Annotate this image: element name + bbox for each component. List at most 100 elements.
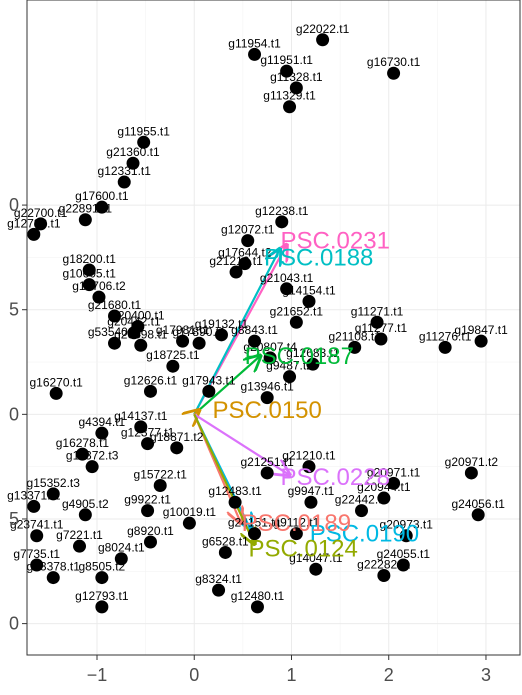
point-label-60: g20971.t1 bbox=[367, 465, 421, 479]
x-tick-label-4: 3 bbox=[481, 665, 491, 685]
data-point-28 bbox=[280, 282, 294, 296]
panel-border bbox=[26, 0, 521, 656]
x-tick-label-3: 2 bbox=[384, 665, 394, 685]
point-label-37: g11277.t1 bbox=[355, 321, 408, 335]
data-point-10 bbox=[34, 217, 48, 231]
point-label-11: g17600.t1 bbox=[75, 189, 129, 203]
loading-label-0: PSC.0231 bbox=[281, 228, 390, 255]
point-label-50: g11372.t3 bbox=[66, 449, 119, 463]
point-label-41: g12683.t1 bbox=[286, 346, 340, 360]
data-point-38 bbox=[348, 340, 362, 354]
point-label-49: g16278.t1 bbox=[56, 436, 110, 450]
point-label-30: g21652.t1 bbox=[270, 304, 324, 318]
point-label-14: g12072.t1 bbox=[221, 223, 275, 237]
point-label-18: g21680.t1 bbox=[88, 298, 142, 312]
point-label-68: g20973.t1 bbox=[380, 518, 434, 532]
point-label-70: g7221.t1 bbox=[56, 528, 103, 542]
point-label-72: g6528.t1 bbox=[202, 534, 249, 548]
loading-label-2: PSC.0187 bbox=[245, 343, 354, 370]
point-label-0: g16730.t1 bbox=[367, 55, 421, 69]
data-point-66 bbox=[248, 527, 262, 541]
data-point-31 bbox=[248, 334, 262, 348]
data-point-65 bbox=[182, 516, 196, 530]
point-label-52: g21251.t1 bbox=[240, 455, 294, 469]
data-point-62 bbox=[377, 491, 391, 505]
data-point-80 bbox=[212, 583, 226, 597]
data-point-37 bbox=[374, 332, 388, 346]
data-point-56 bbox=[78, 508, 92, 522]
point-label-78: g14047.t1 bbox=[289, 551, 343, 565]
point-label-38: g21108.t1 bbox=[328, 329, 381, 343]
data-point-9 bbox=[78, 213, 92, 227]
data-point-27 bbox=[229, 265, 243, 279]
loading-arrow-2 bbox=[193, 356, 260, 416]
data-point-23 bbox=[176, 334, 190, 348]
point-label-44: g16270.t1 bbox=[29, 375, 83, 389]
point-label-46: g4394.t1 bbox=[79, 415, 126, 429]
data-point-35 bbox=[202, 384, 216, 398]
data-point-30 bbox=[289, 315, 303, 329]
data-point-13 bbox=[275, 215, 289, 229]
point-label-22: g20598.t1 bbox=[114, 327, 168, 341]
point-label-81: g12793.t1 bbox=[75, 589, 129, 603]
point-label-48: g18871.t2 bbox=[150, 430, 204, 444]
data-point-49 bbox=[75, 447, 89, 461]
point-label-9: g22891.t1 bbox=[59, 202, 113, 216]
data-point-59 bbox=[304, 495, 318, 509]
point-label-20: g20442.t1 bbox=[107, 315, 161, 329]
data-point-57 bbox=[141, 504, 155, 518]
point-label-15: g18200.t1 bbox=[63, 252, 117, 266]
point-label-31: g8843.t1 bbox=[231, 323, 278, 337]
data-point-72 bbox=[218, 545, 232, 559]
y-tick-label-2: 0 bbox=[9, 404, 19, 424]
data-point-75 bbox=[46, 571, 60, 585]
data-point-68 bbox=[399, 529, 413, 543]
point-label-29: g14154.t1 bbox=[282, 283, 336, 297]
point-label-13: g12238.t1 bbox=[255, 204, 309, 218]
data-point-67 bbox=[289, 527, 303, 541]
point-label-24: g17890.t1 bbox=[172, 325, 226, 339]
point-label-73: g8024.t1 bbox=[98, 541, 145, 555]
point-label-25: g19132.t1 bbox=[195, 317, 249, 331]
x-axis-ticks: −1 0 1 2 3 bbox=[87, 655, 491, 685]
data-point-12 bbox=[27, 227, 41, 241]
point-label-28: g21043.t1 bbox=[260, 271, 314, 285]
point-label-1: g22022.t1 bbox=[296, 22, 350, 36]
point-label-42: g9487.t2 bbox=[266, 359, 313, 373]
point-label-71: g8920.t1 bbox=[127, 524, 174, 538]
point-label-39: g11276.t1 bbox=[419, 329, 472, 343]
point-label-6: g11955.t1 bbox=[117, 124, 170, 138]
data-point-60 bbox=[387, 476, 401, 490]
data-point-47 bbox=[141, 437, 155, 451]
loading-arrow-4 bbox=[193, 413, 289, 475]
point-label-59: g9947.t1 bbox=[288, 484, 335, 498]
data-point-81 bbox=[95, 600, 109, 614]
point-label-53: g15722.t1 bbox=[134, 467, 188, 481]
point-label-16: g10605.t1 bbox=[63, 267, 117, 281]
point-label-5: g11954.t1 bbox=[228, 36, 281, 50]
point-label-58: g12483.t1 bbox=[208, 484, 262, 498]
point-label-61: g20971.t2 bbox=[445, 455, 499, 469]
x-tick-label-1: 0 bbox=[189, 665, 199, 685]
point-label-35: g17943.t1 bbox=[182, 373, 236, 387]
point-label-80: g8324.t1 bbox=[195, 572, 242, 586]
data-point-41 bbox=[306, 357, 320, 371]
data-point-39 bbox=[438, 340, 452, 354]
scatter-points bbox=[27, 33, 488, 614]
data-point-40 bbox=[474, 334, 488, 348]
point-label-76: g8505.t2 bbox=[79, 560, 126, 574]
point-label-19: g20400.t1 bbox=[111, 308, 165, 322]
point-label-21: g53540.t1 bbox=[88, 325, 142, 339]
point-label-40: g19847.t1 bbox=[454, 323, 508, 337]
point-label-64: g24056.t1 bbox=[451, 497, 505, 511]
data-point-25 bbox=[214, 328, 228, 342]
data-point-1 bbox=[316, 33, 330, 47]
data-point-73 bbox=[114, 552, 128, 566]
data-point-14 bbox=[241, 234, 255, 248]
y-tick-label-4: 0 bbox=[9, 614, 19, 634]
point-label-36: g11271.t1 bbox=[351, 304, 404, 318]
data-point-6 bbox=[137, 135, 151, 149]
point-label-17: g10706.t2 bbox=[72, 279, 126, 293]
data-point-45 bbox=[134, 420, 148, 434]
